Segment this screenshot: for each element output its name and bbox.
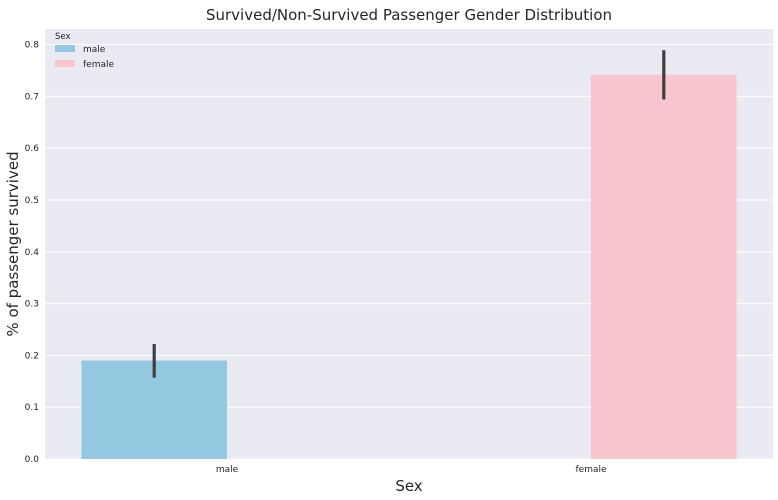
y-tick-label: 0.8 [25, 41, 40, 51]
legend-label-male: male [83, 45, 106, 55]
legend-label-female: female [83, 60, 114, 70]
chart-title: Survived/Non-Survived Passenger Gender D… [206, 6, 612, 24]
legend-swatch-male [55, 45, 75, 52]
y-tick-label: 0.2 [25, 351, 39, 361]
x-tick-label-male: male [216, 465, 239, 475]
bars [81, 74, 737, 459]
y-tick-label: 0.0 [25, 455, 40, 465]
error-bars [152, 50, 666, 378]
legend-swatch-female [55, 60, 75, 67]
legend-title: Sex [55, 32, 71, 42]
legend: Sex male female [55, 32, 114, 70]
x-axis-ticks: male female [216, 465, 607, 475]
y-tick-label: 0.6 [25, 144, 40, 154]
bar-female [591, 74, 737, 459]
y-tick-label: 0.4 [25, 248, 40, 258]
y-tick-label: 0.1 [25, 403, 39, 413]
x-axis-label: Sex [395, 477, 422, 495]
legend-items: male female [55, 45, 114, 70]
y-axis-ticks: 0.0 0.1 0.2 0.3 0.4 0.5 0.6 0.7 0.8 [25, 41, 40, 465]
y-tick-label: 0.7 [25, 92, 39, 102]
y-axis-label: % of passenger survived [4, 151, 22, 336]
y-tick-label: 0.3 [25, 300, 39, 310]
y-tick-label: 0.5 [25, 196, 39, 206]
x-tick-label-female: female [575, 465, 606, 475]
